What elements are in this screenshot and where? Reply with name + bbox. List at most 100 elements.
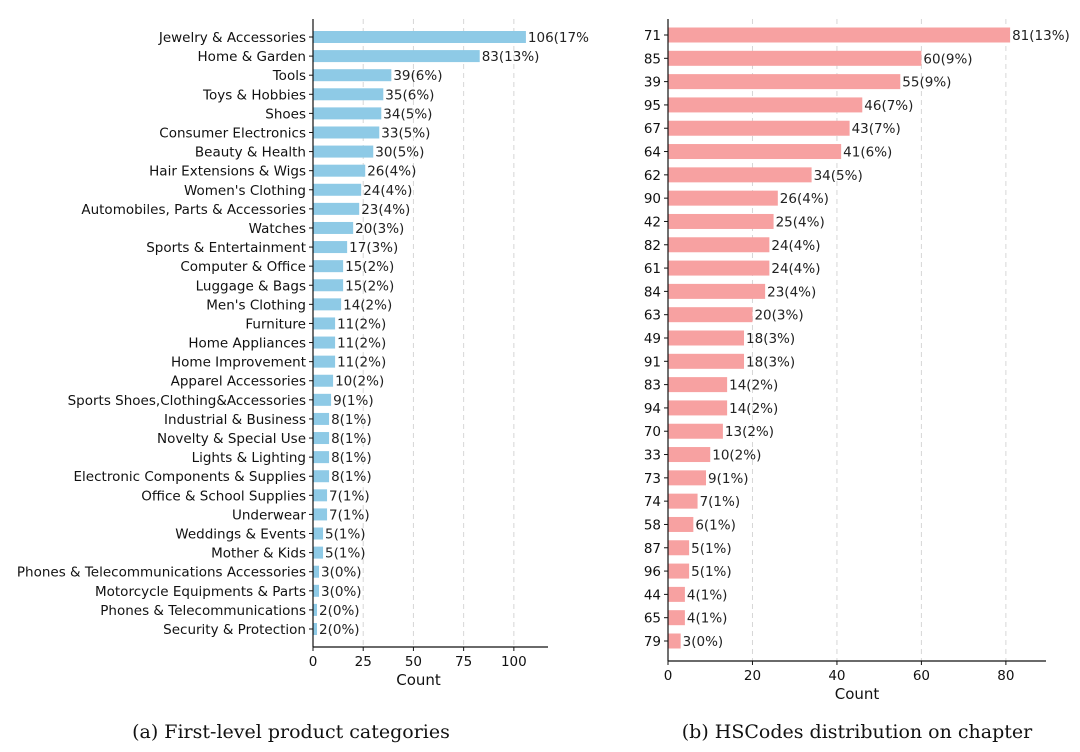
bar xyxy=(313,279,344,292)
category-label: 61 xyxy=(644,261,661,277)
category-label: 71 xyxy=(644,28,661,44)
bar xyxy=(313,470,330,483)
chart-caption: (b) HSCodes distribution on chapter xyxy=(682,721,1033,743)
category-label: Watches xyxy=(249,221,306,237)
bar xyxy=(313,374,334,387)
bar xyxy=(313,126,380,139)
bar xyxy=(313,432,330,445)
category-label: Consumer Electronics xyxy=(159,125,306,141)
bar-value-label: 14(2%) xyxy=(729,378,778,394)
bar xyxy=(668,74,901,90)
bar-value-label: 5(1%) xyxy=(325,546,366,562)
category-label: Security & Protection xyxy=(163,622,306,638)
bar xyxy=(668,400,728,416)
bar-value-label: 14(2%) xyxy=(343,297,392,313)
category-label: Women's Clothing xyxy=(184,183,306,199)
bar xyxy=(668,120,850,136)
category-label: Phones & Telecommunications Accessories xyxy=(17,565,306,581)
category-label: 58 xyxy=(644,517,661,533)
category-label: 44 xyxy=(644,587,661,603)
bar xyxy=(668,493,698,509)
category-label: Home Improvement xyxy=(171,355,306,371)
category-label: Sports & Entertainment xyxy=(146,240,306,256)
bar xyxy=(668,27,1011,43)
bar xyxy=(313,584,320,597)
category-label: 94 xyxy=(644,401,661,417)
bar-value-label: 43(7%) xyxy=(852,121,901,137)
category-label: 63 xyxy=(644,308,661,324)
bar xyxy=(313,393,332,406)
bar-value-label: 10(2%) xyxy=(335,374,384,390)
bar-value-label: 7(1%) xyxy=(329,488,370,504)
bar-value-label: 46(7%) xyxy=(864,98,913,114)
bar xyxy=(668,586,685,602)
x-tick-label: 40 xyxy=(828,668,845,684)
category-label: 82 xyxy=(644,238,661,254)
category-label: 91 xyxy=(644,354,661,370)
bar-value-label: 14(2%) xyxy=(729,401,778,417)
category-label: 84 xyxy=(644,284,661,300)
bar-value-label: 41(6%) xyxy=(843,145,892,161)
category-label: 95 xyxy=(644,98,661,114)
category-label: Home & Garden xyxy=(198,49,306,65)
category-label: 73 xyxy=(644,471,661,487)
bar xyxy=(668,307,753,323)
bar-value-label: 24(4%) xyxy=(363,183,412,199)
category-label: Weddings & Events xyxy=(175,527,306,543)
bar xyxy=(313,317,336,330)
x-tick-label: 0 xyxy=(664,668,673,684)
bar xyxy=(668,190,778,206)
bar xyxy=(668,377,728,393)
bar xyxy=(313,451,330,464)
bar-value-label: 17(3%) xyxy=(349,240,398,256)
x-tick-label: 75 xyxy=(455,654,472,670)
x-tick-label: 20 xyxy=(744,668,761,684)
bar-value-label: 7(1%) xyxy=(329,507,370,523)
bar-value-label: 106(17% xyxy=(528,30,589,46)
bar-value-label: 3(0%) xyxy=(321,584,362,600)
bar-value-label: 24(4%) xyxy=(771,238,820,254)
x-tick-label: 100 xyxy=(501,654,527,670)
bar-value-label: 9(1%) xyxy=(333,393,374,409)
bar xyxy=(313,508,328,521)
category-label: 96 xyxy=(644,564,661,580)
bar xyxy=(313,489,328,502)
category-label: 42 xyxy=(644,214,661,230)
chart-caption: (a) First-level product categories xyxy=(132,721,450,743)
category-label: 64 xyxy=(644,145,661,161)
bar xyxy=(668,423,723,439)
category-label: Motorcycle Equipments & Parts xyxy=(95,584,306,600)
bar xyxy=(313,107,382,120)
bar-value-label: 60(9%) xyxy=(923,51,972,67)
category-label: 83 xyxy=(644,378,661,394)
bar xyxy=(313,88,384,101)
category-label: Automobiles, Parts & Accessories xyxy=(81,202,306,218)
bar-value-label: 83(13%) xyxy=(482,49,540,65)
bar xyxy=(313,164,366,177)
bar-value-label: 4(1%) xyxy=(687,611,728,627)
bar-value-label: 9(1%) xyxy=(708,471,749,487)
bar-value-label: 34(5%) xyxy=(383,106,432,122)
bar-value-label: 5(1%) xyxy=(325,527,366,543)
x-tick-label: 0 xyxy=(309,654,318,670)
category-label: Computer & Office xyxy=(180,259,306,275)
bar-value-label: 35(6%) xyxy=(385,87,434,103)
x-tick-label: 60 xyxy=(913,668,930,684)
bar xyxy=(668,540,690,556)
category-label: Lights & Lighting xyxy=(192,450,306,466)
bar-value-label: 25(4%) xyxy=(776,214,825,230)
category-label: 65 xyxy=(644,611,661,627)
bar-value-label: 34(5%) xyxy=(814,168,863,184)
bar xyxy=(668,167,812,183)
category-label: Industrial & Business xyxy=(164,412,306,428)
category-label: 70 xyxy=(644,424,661,440)
bar xyxy=(668,144,842,160)
category-label: Toys & Hobbies xyxy=(202,87,306,103)
bar-value-label: 2(0%) xyxy=(319,622,360,638)
category-label: Shoes xyxy=(265,106,306,122)
category-label: 67 xyxy=(644,121,661,137)
bar-value-label: 15(2%) xyxy=(345,259,394,275)
bar-value-label: 10(2%) xyxy=(712,448,761,464)
category-label: Home Appliances xyxy=(188,336,306,352)
